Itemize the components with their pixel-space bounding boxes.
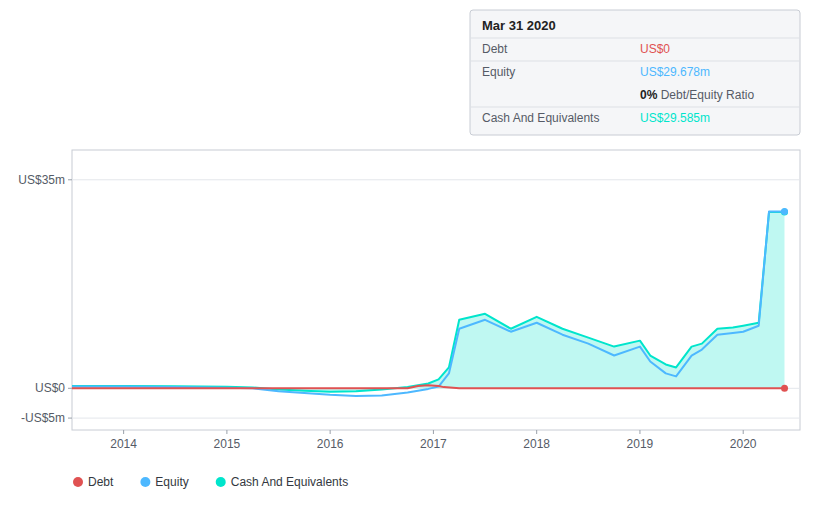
line <box>72 212 785 392</box>
tick-label: 2019 <box>627 437 654 451</box>
area <box>72 212 785 392</box>
tick-label: US$0 <box>35 381 65 395</box>
tick <box>68 388 72 389</box>
info-separator <box>470 61 800 62</box>
tick-label: US$35m <box>18 173 65 187</box>
info-label: Equity <box>482 65 515 79</box>
tick-label: 2020 <box>730 437 757 451</box>
tick-label: 2015 <box>214 437 241 451</box>
legend-label: Cash And Equivalents <box>231 475 348 489</box>
chart: -US$5m US$0 US$35m 2014 2015 2016 2017 2018 2019… <box>0 0 821 526</box>
info-box: Mar 31 2020 Debt US$0 Equity US$29.678m 0% De… <box>470 10 800 135</box>
axes: -US$5m US$0 US$35m 2014 2015 2016 2017 2018 2019… <box>18 173 800 451</box>
tick <box>536 430 537 434</box>
legend-label: Debt <box>88 475 114 489</box>
tick-label: 2014 <box>110 437 137 451</box>
legend: Debt Equity Cash And Equivalents <box>73 475 348 489</box>
info-value: US$29.585m <box>640 111 710 125</box>
legend-label: Equity <box>155 475 188 489</box>
info-value: US$29.678m <box>640 65 710 79</box>
info-box-frame <box>470 10 800 135</box>
page: {"chart_data": { "type": "line", "xlim":… <box>0 0 821 526</box>
tick <box>68 179 72 180</box>
legend-swatch <box>73 477 83 487</box>
tick-label: 2017 <box>420 437 447 451</box>
info-title: Mar 31 2020 <box>482 18 556 33</box>
line <box>72 385 785 388</box>
tick <box>743 430 744 434</box>
info-value: US$0 <box>640 42 670 56</box>
plot-frame <box>72 150 800 430</box>
end-point <box>781 209 788 216</box>
legend-swatch <box>140 477 150 487</box>
tick-label: 2018 <box>523 437 550 451</box>
info-separator <box>470 107 800 108</box>
data-layer <box>72 208 788 396</box>
tick-label: 2016 <box>317 437 344 451</box>
grid-line <box>72 418 800 419</box>
tick <box>433 430 434 434</box>
line <box>72 211 785 396</box>
legend-swatch <box>216 477 226 487</box>
tick <box>639 430 640 434</box>
tick <box>226 430 227 434</box>
tick <box>330 430 331 434</box>
info-note-bold: 0% <box>640 88 658 102</box>
info-label: Debt <box>482 42 508 56</box>
info-label: Cash And Equivalents <box>482 111 599 125</box>
tick <box>123 430 124 434</box>
info-note-text: Debt/Equity Ratio <box>657 88 754 102</box>
tick-label: -US$5m <box>21 411 65 425</box>
tick <box>68 418 72 419</box>
end-point <box>781 385 788 392</box>
info-note: 0% Debt/Equity Ratio <box>640 88 754 102</box>
grid-line <box>72 179 800 180</box>
end-point <box>781 208 788 215</box>
info-separator <box>470 38 800 39</box>
